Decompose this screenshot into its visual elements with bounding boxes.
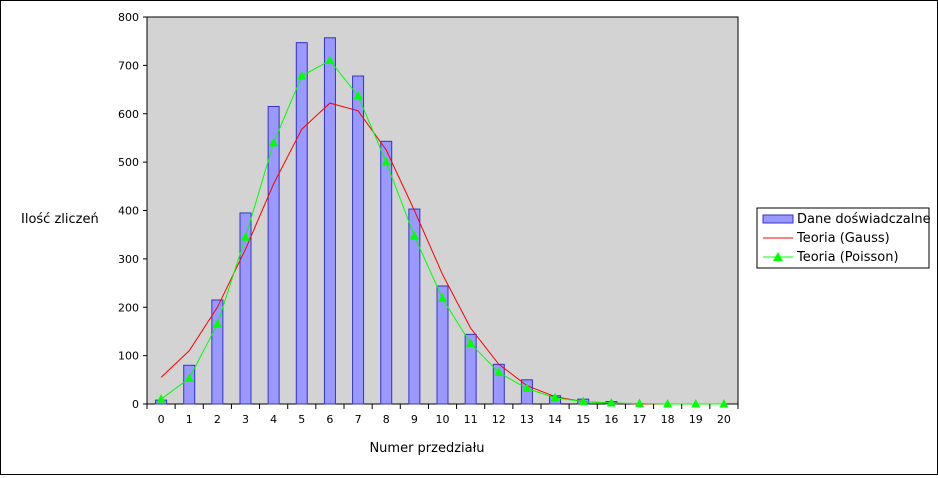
x-tick-label: 19 [689,413,703,426]
x-axis-title: Numer przedziału [369,441,484,456]
bar-10 [437,286,448,404]
x-tick-label: 13 [520,413,534,426]
legend-label-data: Dane doświadczalne [797,212,931,227]
y-tick-label: 100 [118,350,139,363]
bar-5 [296,43,307,404]
x-tick-label: 17 [633,413,647,426]
x-tick-label: 12 [492,413,506,426]
x-tick-label: 6 [326,413,333,426]
y-tick-label: 300 [118,253,139,266]
x-tick-label: 1 [186,413,193,426]
x-tick-label: 4 [270,413,277,426]
y-tick-label: 500 [118,156,139,169]
x-tick-label: 15 [576,413,590,426]
legend-label-poisson: Teoria (Poisson) [796,250,899,265]
x-tick-label: 16 [604,413,618,426]
legend-label-gauss: Teoria (Gauss) [796,231,890,246]
x-tick-label: 7 [355,413,362,426]
y-tick-label: 200 [118,301,139,314]
x-tick-label: 2 [214,413,221,426]
bar-2 [212,300,223,404]
x-tick-label: 3 [242,413,249,426]
x-tick-label: 20 [717,413,731,426]
bar-8 [381,141,392,404]
x-tick-label: 10 [436,413,450,426]
y-tick-label: 600 [118,108,139,121]
bar-6 [324,38,335,404]
bar-7 [353,76,364,404]
y-axis-title: Ilość zliczeń [21,212,99,227]
x-tick-label: 14 [548,413,562,426]
y-tick-label: 800 [118,11,139,24]
x-tick-label: 8 [383,413,390,426]
x-tick-label: 0 [158,413,165,426]
y-tick-label: 0 [132,398,139,411]
y-tick-label: 700 [118,59,139,72]
bar-3 [240,213,251,404]
x-tick-label: 9 [411,413,418,426]
legend: Dane doświadczalne Teoria (Gauss) Teoria… [757,208,931,268]
x-tick-label: 18 [661,413,675,426]
bar-4 [268,106,279,404]
x-tick-label: 5 [298,413,305,426]
x-tick-label: 11 [464,413,478,426]
y-tick-label: 400 [118,205,139,218]
legend-swatch-bar [763,215,793,223]
